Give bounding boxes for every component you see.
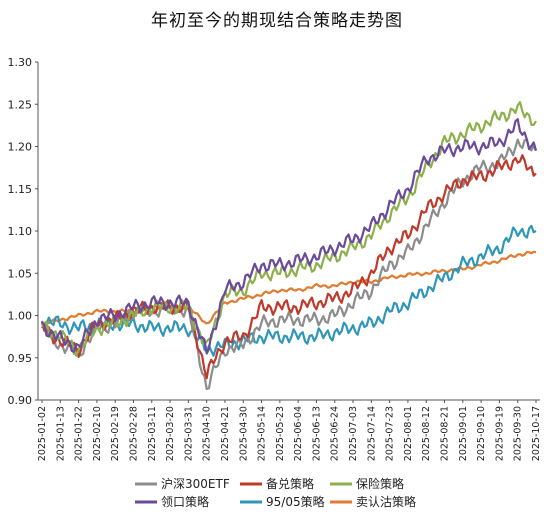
- legend-label: 领口策略: [161, 494, 209, 509]
- x-tick-label: 2025-09-30: [513, 406, 524, 461]
- series-line-0: [41, 138, 537, 390]
- x-tick-label: 2025-08-12: [421, 406, 432, 461]
- series-line-4: [40, 224, 537, 357]
- x-tick-label: 2025-02-28: [128, 406, 139, 461]
- series-line-3: [41, 118, 538, 355]
- y-tick-label: 0.95: [8, 352, 33, 365]
- y-tick-label: 1.15: [8, 183, 33, 196]
- y-tick-label: 1.30: [8, 56, 33, 69]
- x-tick-label: 2025-02-19: [110, 406, 121, 461]
- x-tick-label: 2025-04-30: [238, 406, 249, 461]
- legend-label: 95/05策略: [266, 494, 325, 509]
- legend-label: 沪深300ETF: [161, 477, 230, 491]
- x-tick-label: 2025-08-01: [403, 406, 414, 461]
- series-layer: [40, 100, 538, 390]
- x-tick-label: 2025-07-23: [385, 406, 396, 461]
- x-tick-label: 2025-09-19: [494, 406, 505, 461]
- y-tick-label: 1.00: [8, 310, 33, 323]
- x-tick-label: 2025-09-01: [458, 406, 469, 461]
- x-axis-ticks: 2025-01-02 2025-01-13 2025-01-22 2025-02-10…: [37, 400, 542, 461]
- y-tick-label: 1.10: [8, 225, 33, 238]
- x-tick-label: 2025-03-31: [183, 406, 194, 461]
- x-tick-label: 2025-10-17: [531, 406, 542, 461]
- y-tick-label: 1.05: [8, 267, 33, 280]
- x-tick-label: 2025-02-10: [92, 406, 103, 461]
- y-axis-ticks: 0.90 0.95 1.00 1.05 1.10 1.15 1.20 1.25 1.30: [8, 56, 38, 407]
- x-tick-label: 2025-04-10: [202, 406, 213, 461]
- legend-label: 保险策略: [356, 476, 404, 491]
- x-tick-label: 2025-01-02: [37, 406, 48, 461]
- y-tick-label: 0.90: [8, 394, 33, 407]
- legend-label: 备兑策略: [266, 476, 314, 491]
- x-tick-label: 2025-06-24: [330, 406, 341, 461]
- x-tick-label: 2025-03-11: [147, 406, 158, 461]
- x-tick-label: 2025-03-20: [165, 406, 176, 461]
- x-tick-label: 2025-07-14: [366, 406, 377, 461]
- chart-axes: [37, 62, 540, 401]
- legend-label: 卖认沽策略: [356, 494, 416, 509]
- x-tick-label: 2025-09-10: [476, 406, 487, 461]
- x-tick-label: 2025-06-13: [311, 406, 322, 461]
- x-tick-label: 2025-05-23: [275, 406, 286, 461]
- y-tick-label: 1.25: [8, 98, 33, 111]
- x-tick-label: 2025-05-14: [257, 406, 268, 461]
- x-tick-label: 2025-08-21: [440, 406, 451, 461]
- chart-title: 年初至今的期现结合策略走势图: [151, 11, 403, 31]
- x-tick-label: 2025-01-13: [55, 406, 66, 461]
- x-tick-label: 2025-04-21: [220, 406, 231, 461]
- x-tick-label: 2025-07-03: [348, 406, 359, 461]
- x-tick-label: 2025-06-04: [293, 406, 304, 461]
- x-tick-label: 2025-01-22: [74, 406, 85, 461]
- series-line-1: [40, 154, 537, 380]
- y-tick-label: 1.20: [8, 141, 33, 154]
- series-line-2: [41, 100, 537, 357]
